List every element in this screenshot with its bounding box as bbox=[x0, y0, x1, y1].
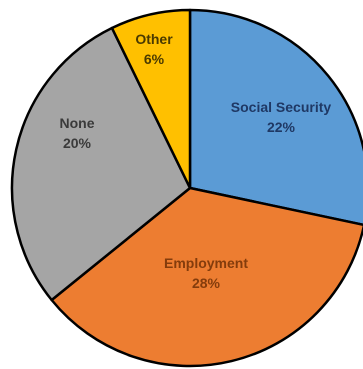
slice-label-name: Social Security bbox=[231, 99, 332, 115]
slice-label-percent: 28% bbox=[192, 275, 221, 291]
slice-label-name: Employment bbox=[164, 255, 248, 271]
slice-label-percent: 22% bbox=[267, 119, 296, 135]
slice-label-percent: 6% bbox=[144, 51, 165, 67]
slice-label-percent: 20% bbox=[63, 135, 92, 151]
slice-label-name: Other bbox=[135, 31, 173, 47]
pie-slices bbox=[12, 10, 363, 366]
slice-label-name: None bbox=[60, 115, 95, 131]
